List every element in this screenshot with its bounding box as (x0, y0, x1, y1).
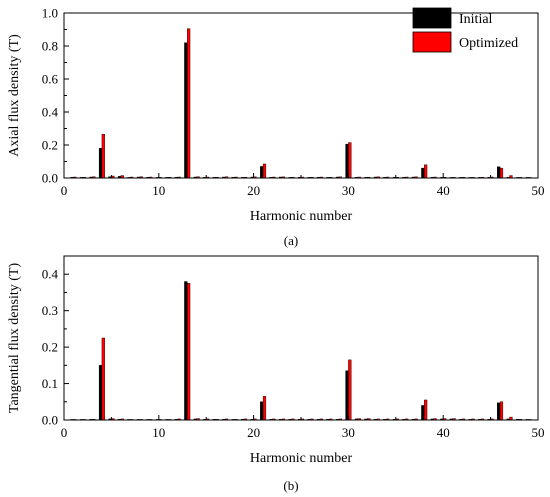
bar-initial-38 (421, 405, 425, 421)
bar-optimized-38 (424, 399, 428, 421)
bar-optimized-38 (424, 164, 428, 179)
bar-initial-30 (345, 370, 349, 421)
x-tick-label: 0 (61, 425, 68, 440)
x-tick-label: 20 (247, 425, 260, 440)
bar-optimized-21 (262, 163, 267, 179)
bar-optimized-46 (499, 167, 504, 179)
bar-optimized-46 (499, 401, 504, 421)
bar-initial-46 (497, 402, 501, 421)
x-tick-label: 10 (152, 183, 165, 198)
x-tick-label: 50 (532, 425, 545, 440)
panel-caption: (a) (284, 233, 298, 248)
bar-optimized-13 (187, 283, 191, 421)
x-tick-label: 10 (152, 425, 165, 440)
bar-optimized-4 (101, 134, 105, 179)
bar-optimized-4 (101, 337, 105, 421)
bar-initial-13 (184, 281, 188, 421)
plot-frame (63, 255, 539, 421)
y-tick-label: 0.4 (42, 105, 59, 120)
bar-initial-4 (98, 148, 103, 179)
y-tick-label: 0.0 (42, 171, 58, 186)
x-tick-label: 40 (437, 183, 450, 198)
y-tick-label: 0.2 (42, 340, 58, 355)
x-tick-label: 50 (532, 183, 545, 198)
x-axis-title: Harmonic number (250, 209, 353, 224)
y-tick-label: 1.0 (42, 6, 58, 21)
bar-optimized-30 (348, 142, 352, 179)
y-tick-label: 0.6 (42, 72, 59, 87)
y-axis-title: Tangential flux density (T) (7, 263, 22, 414)
legend-label-optimized: Optimized (459, 36, 518, 51)
y-tick-label: 0.0 (42, 413, 58, 428)
bar-initial-30 (345, 143, 349, 179)
bar-initial-21 (260, 401, 264, 421)
y-tick-label: 0.1 (42, 376, 58, 391)
legend-label-initial: Initial (459, 12, 493, 27)
x-tick-label: 30 (342, 425, 355, 440)
x-tick-label: 0 (61, 183, 68, 198)
legend-swatch-optimized (412, 31, 452, 53)
legend: Initial Optimized (412, 7, 518, 53)
y-tick-label: 0.2 (42, 138, 58, 153)
x-tick-label: 30 (342, 183, 355, 198)
bar-initial-4 (98, 365, 103, 421)
bar-optimized-13 (187, 28, 191, 179)
panel-caption: (b) (283, 478, 298, 493)
x-axis-title: Harmonic number (250, 451, 353, 466)
y-tick-label: 0.8 (42, 39, 58, 54)
y-tick-label: 0.3 (42, 303, 58, 318)
bar-optimized-30 (348, 359, 352, 421)
x-tick-label: 20 (247, 183, 260, 198)
bar-initial-38 (421, 167, 425, 179)
bar-initial-13 (184, 42, 188, 179)
y-axis-title: Axial flux density (T) (7, 34, 22, 157)
legend-swatch-initial (412, 7, 452, 29)
chart-panel-b: 0 10 20 30 40 50 0.0 0.1 0.2 0.3 0.4 Harmonic numbe… (7, 255, 545, 493)
x-tick-label: 40 (437, 425, 450, 440)
bar-optimized-21 (262, 396, 267, 421)
bar-initial-46 (497, 166, 501, 179)
y-tick-label: 0.4 (42, 267, 59, 282)
bar-initial-21 (260, 166, 264, 179)
chart-panel-a: 0 10 20 30 40 50 0.0 0.2 0.4 0.6 0.8 1.0 Harmonic nu… (7, 6, 545, 249)
